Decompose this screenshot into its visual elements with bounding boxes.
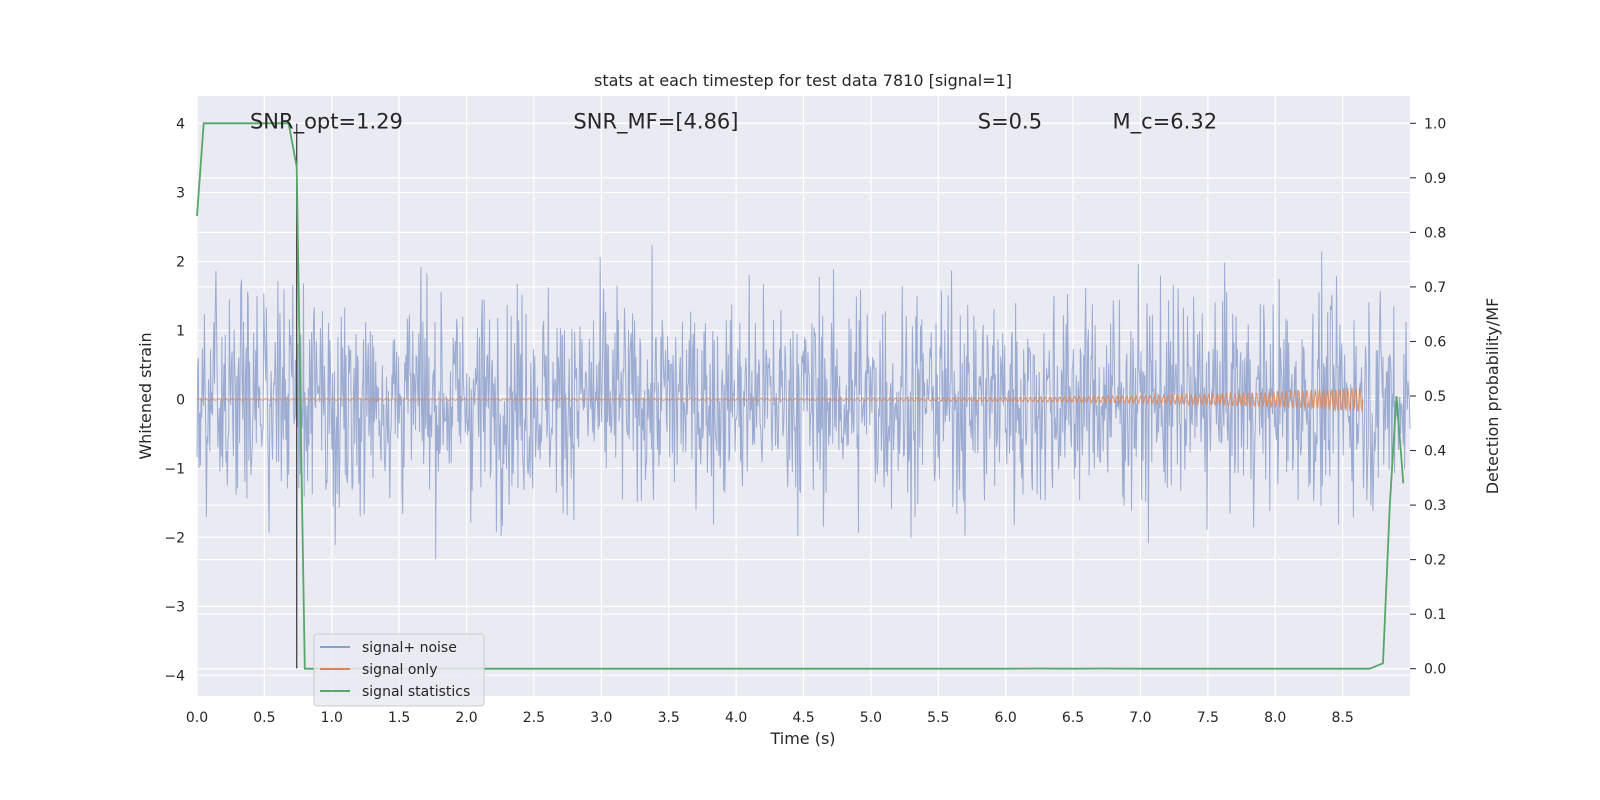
x-tick-label: 4.0 [725,710,747,726]
x-tick-label: 7.5 [1197,710,1219,726]
annotations: SNR_opt=1.29 SNR_MF=[4.86] S=0.5 M_c=6.32 [250,110,1217,135]
y-tick-label: 2 [176,255,185,271]
x-tick-label: 8.0 [1264,710,1286,726]
y2-tick-label: 0.6 [1424,334,1446,350]
x-tick-label: 5.5 [927,710,949,726]
y2-tick-label: 0.8 [1424,225,1446,241]
y2-tick-label: 0.2 [1424,553,1446,569]
y-tick-label: 4 [176,117,185,133]
x-tick-label: 1.0 [321,710,343,726]
legend-box [313,633,485,707]
x-tick-label: 8.5 [1331,710,1353,726]
y-axis-ticks: −4 −3 −2 −1 0 1 2 3 4 [164,117,185,685]
signal-only-line [196,386,1364,412]
annotation-snr-mf: SNR_MF=[4.86] [573,110,738,135]
y-axis-label: Whitened strain [136,332,155,459]
x-axis-ticks: 0.0 0.5 1.0 1.5 2.0 2.5 3.0 3.5 4.0 4.5 5.0 5.5 6.0 6… [186,710,1354,726]
x-tick-label: 7.0 [1129,710,1151,726]
x-tick-label: 3.5 [658,710,680,726]
y2-tick-label: 0.7 [1424,280,1446,296]
y-tick-label: 1 [176,323,185,339]
y2-tick-label: 0.3 [1424,498,1446,514]
x-tick-label: 2.5 [523,710,545,726]
x-tick-label: 4.5 [792,710,814,726]
x-tick-label: 2.0 [455,710,477,726]
x-tick-label: 3.0 [590,710,612,726]
chart-title: stats at each timestep for test data 781… [594,71,1012,90]
legend: signal+ noise signal only signal statist… [313,633,485,707]
y2-tick-label: 0.4 [1424,444,1446,460]
noise-line [196,245,1411,560]
signal-statistics-line [196,122,1405,670]
x-axis-label: Time (s) [769,729,835,748]
y-tick-label: −3 [164,599,185,615]
annotation-s-value: S=0.5 [978,110,1042,134]
y2-tick-label: 0.5 [1424,389,1446,405]
y2-tick-label: 0.0 [1424,662,1446,678]
x-tick-label: 0.5 [253,710,275,726]
x-tick-label: 1.5 [388,710,410,726]
y-tick-label: −4 [164,668,185,684]
y2-tick-label: 0.9 [1424,171,1446,187]
legend-label-signal-only: signal only [362,662,437,678]
y-tick-label: −1 [164,461,185,477]
x-tick-label: 6.0 [995,710,1017,726]
y2-tick-label: 0.1 [1424,607,1446,623]
series-signal-statistics [196,122,1405,670]
x-tick-label: 5.0 [860,710,882,726]
x-tick-label: 0.0 [186,710,208,726]
x-tick-label: 6.5 [1062,710,1084,726]
annotation-snr-opt: SNR_opt=1.29 [250,110,403,135]
legend-label-signal-noise: signal+ noise [362,640,457,656]
y2-axis-ticks: 0.0 0.1 0.2 0.3 0.4 0.5 0.6 0.7 0.8 0.9 1.0 [1410,116,1446,678]
y-tick-label: 3 [176,186,185,202]
y2-axis-label: Detection probability/MF [1483,298,1502,495]
annotation-mc-value: M_c=6.32 [1113,110,1218,135]
legend-label-signal-statistics: signal statistics [362,684,470,700]
y-tick-label: 0 [176,392,185,408]
series-signal-only [196,386,1364,412]
y-tick-label: −2 [164,530,185,546]
series-signal-noise [196,245,1411,560]
y2-tick-label: 1.0 [1424,116,1446,132]
